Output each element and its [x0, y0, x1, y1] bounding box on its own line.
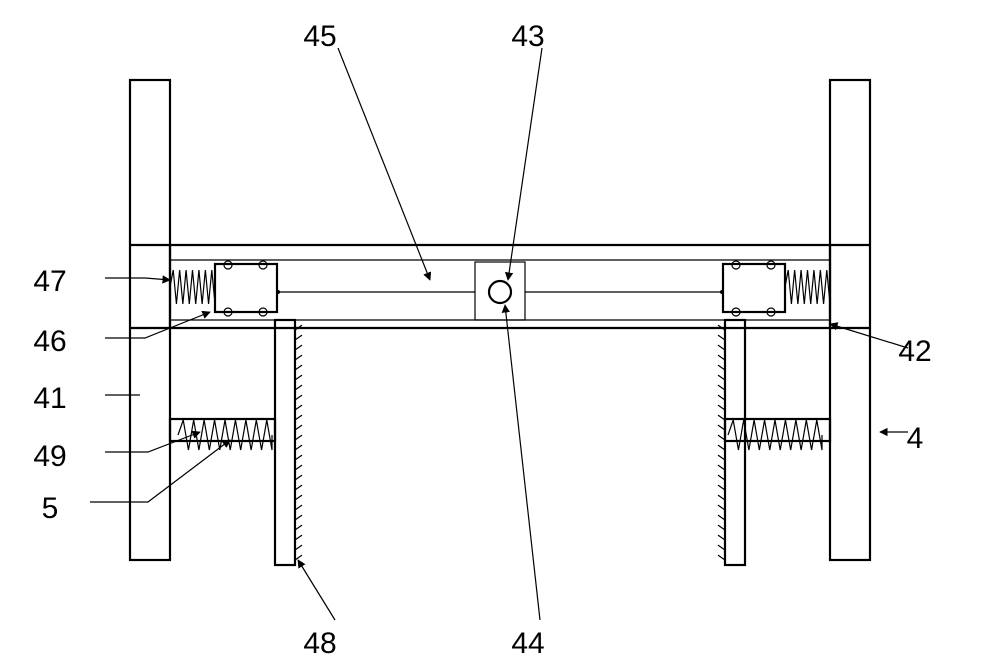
leader-46	[105, 312, 210, 338]
label-47: 47	[33, 265, 66, 298]
center-pulley	[489, 281, 511, 303]
leg-right	[830, 80, 870, 560]
spring-top-left	[170, 270, 215, 304]
label-41: 41	[33, 382, 66, 415]
wire-end	[276, 290, 280, 294]
leader-47	[105, 278, 170, 280]
label-46: 46	[33, 325, 66, 358]
slider-left	[215, 264, 277, 312]
spring-side-right	[728, 420, 822, 450]
label-44: 44	[511, 627, 544, 660]
label-42: 42	[898, 335, 931, 368]
rod-right	[725, 320, 745, 565]
slider-right	[723, 264, 785, 312]
label-45: 45	[303, 20, 336, 53]
label-5: 5	[42, 492, 59, 525]
rod-left	[275, 320, 295, 565]
leader-44	[505, 305, 540, 620]
label-43: 43	[511, 20, 544, 53]
spring-top-right	[785, 270, 830, 304]
label-48: 48	[303, 627, 336, 660]
center-block	[475, 262, 525, 320]
leg-left	[130, 80, 170, 560]
wire-end	[720, 290, 724, 294]
leader-48	[298, 560, 335, 620]
label-4: 4	[907, 422, 924, 455]
label-49: 49	[33, 440, 66, 473]
